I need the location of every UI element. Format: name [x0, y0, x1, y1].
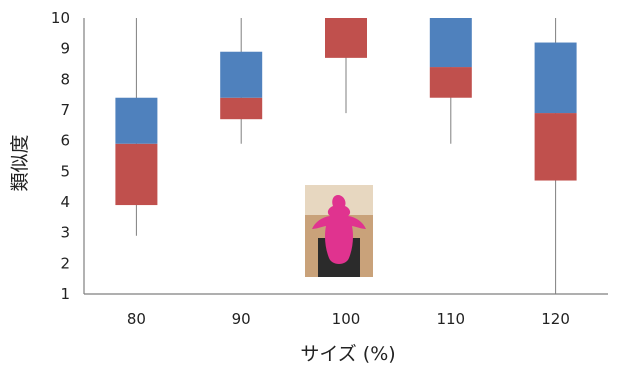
box-110 [429, 18, 472, 144]
x-tick-label: 110 [436, 310, 465, 328]
upper-box [115, 97, 158, 144]
y-tick-label: 10 [51, 9, 70, 27]
y-tick-label: 1 [60, 285, 70, 303]
x-tick-label: 90 [232, 310, 251, 328]
box-series [115, 18, 577, 294]
box-80 [115, 18, 158, 236]
y-tick-label: 9 [60, 40, 70, 58]
y-tick-label: 2 [60, 254, 70, 272]
y-tick-label: 5 [60, 162, 70, 180]
lower-box [220, 97, 263, 120]
y-axis-title: 類似度 [9, 134, 31, 191]
box-120 [534, 18, 577, 294]
y-tick-labels: 1 2 3 4 5 6 7 8 9 10 [51, 9, 70, 303]
lower-box [429, 67, 472, 98]
x-axis-title: サイズ (%) [300, 343, 395, 365]
upper-box [429, 18, 472, 68]
box-100 [325, 18, 367, 114]
cushion-figure [312, 195, 366, 264]
y-tick-label: 4 [60, 193, 70, 211]
x-tick-label: 100 [332, 310, 361, 328]
x-tick-label: 80 [127, 310, 146, 328]
y-tick-label: 3 [60, 224, 70, 242]
lower-box [115, 143, 158, 206]
y-tick-label: 7 [60, 101, 70, 119]
cushion-photo [305, 185, 373, 277]
axes [83, 18, 608, 295]
upper-box [534, 42, 577, 114]
lower-box [534, 113, 577, 181]
lower-box [325, 18, 367, 58]
y-tick-label: 6 [60, 132, 70, 150]
y-tick-label: 8 [60, 70, 70, 88]
x-tick-label: 120 [541, 310, 570, 328]
upper-box [220, 51, 263, 98]
x-tick-labels: 80 90 100 110 120 [127, 310, 570, 328]
box-90 [220, 18, 263, 144]
